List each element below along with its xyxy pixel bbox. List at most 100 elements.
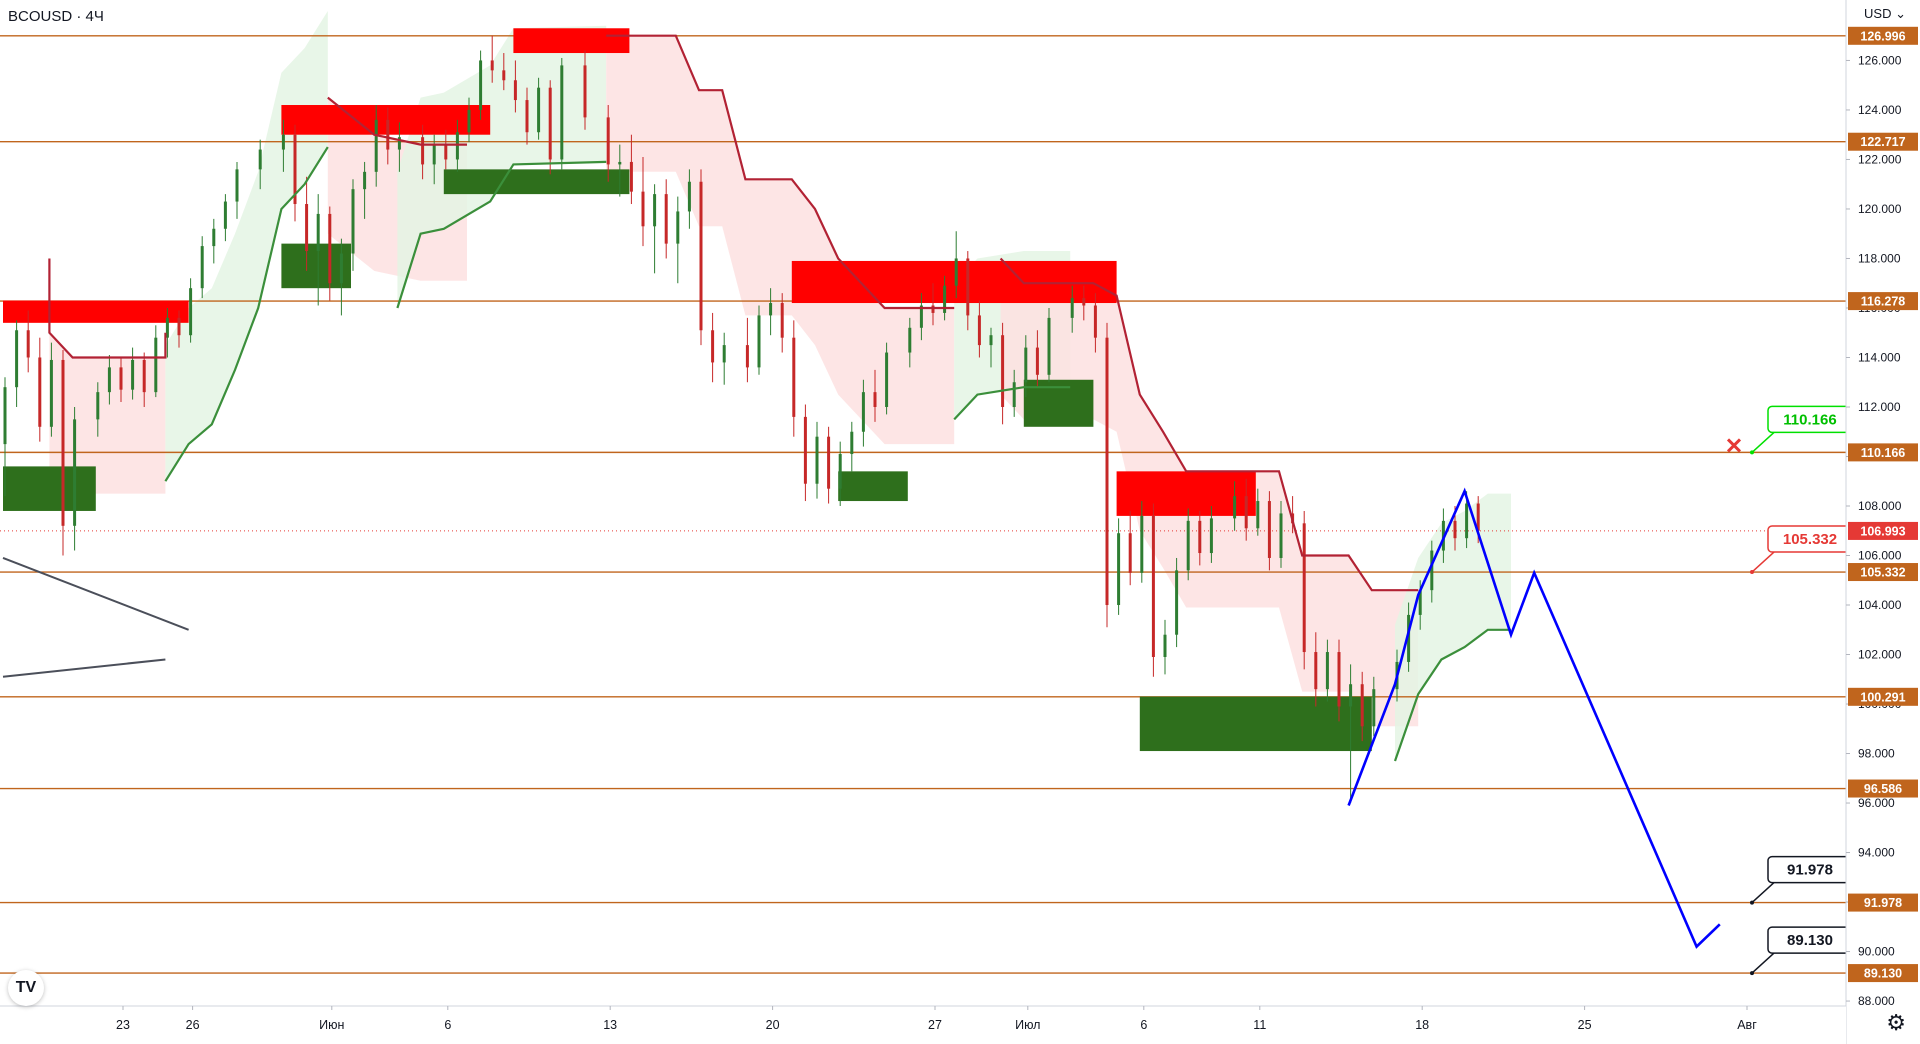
trend-fill-up [1395,493,1511,761]
demand-zone [281,243,351,289]
candle-body [1140,515,1144,573]
candle-body [1093,305,1097,338]
candle-body [1267,501,1271,558]
candle-body [1082,298,1086,306]
projection-path[interactable] [1347,487,1721,949]
demand-zone [838,471,908,502]
candle-body [537,87,541,133]
supertrend-down [999,257,1419,592]
supertrend-up [953,386,1071,421]
candle-body [977,315,981,346]
candle-body [583,65,587,118]
x-tick-label: 6 [1140,1018,1147,1032]
callout-pointer [1751,952,1775,974]
callout-pointer [1751,431,1775,453]
candle-body [513,80,517,101]
currency-selector[interactable]: USD ⌄ [1864,6,1906,22]
candle-body [1047,317,1051,375]
current-price-label: 106.993 [1860,524,1905,538]
candle-body [1372,689,1376,727]
candle-body [1233,496,1237,519]
level-price-tag [1848,687,1918,706]
candle-body [502,70,506,81]
supertrend-down [606,34,955,310]
candle-body [618,161,622,165]
candle-body [1198,520,1202,554]
y-tick-label: 102.000 [1858,648,1902,662]
candle-body [769,303,773,316]
candle-body [1453,520,1457,539]
candle-body [664,194,668,244]
level-price-tag [1848,779,1918,798]
candle-body [1360,684,1364,727]
y-tick-label: 122.000 [1858,152,1902,166]
close-icon[interactable] [1726,438,1742,453]
candle-body [954,258,958,286]
callout-anchor [1750,900,1754,905]
x-tick-label: 23 [116,1018,130,1032]
candle-body [722,345,726,363]
level-price-label: 91.978 [1864,896,1902,910]
gear-icon[interactable]: ⚙ [1886,1010,1906,1035]
level-price-tag [1848,563,1918,582]
y-tick-label: 112.000 [1858,400,1901,414]
candle-body [687,181,691,212]
trend-fill-up [397,25,607,309]
candle-body [223,201,227,229]
timeframe-label: 4Ч [85,8,104,25]
y-tick-label: 98.000 [1858,747,1895,761]
level-price-label: 122.717 [1860,135,1905,149]
y-tick-label: 106.000 [1858,549,1902,563]
candle-body [1117,533,1121,606]
candle-body [1163,634,1167,657]
y-tick-label: 104.000 [1858,598,1902,612]
candle-body [1279,513,1283,558]
y-tick-label: 124.000 [1858,103,1902,117]
supply-zone [791,260,1117,304]
candle-body [421,137,425,165]
candle-body [293,134,297,205]
time-axis[interactable] [0,1006,1846,1044]
trend-fill-down [606,35,955,445]
candle-body [757,315,761,368]
x-tick-label: 18 [1415,1018,1429,1032]
level-price-label: 100.291 [1860,690,1905,704]
chevron-down-icon: ⌄ [1891,6,1906,21]
level-price-label: 89.130 [1864,967,1902,981]
x-tick-label: 26 [186,1018,200,1032]
candle-body [1175,570,1179,635]
x-tick-label: Июл [1015,1018,1040,1032]
candle-body [838,454,842,489]
x-tick-label: 25 [1578,1018,1592,1032]
candle-body [131,359,135,390]
demand-zone [443,169,630,195]
candle-body [815,436,819,484]
trend-line[interactable] [2,557,189,631]
supertrend-up [396,160,607,309]
candle-body [49,359,53,427]
current-price-tag [1848,521,1918,540]
x-tick-label: Июн [319,1018,344,1032]
y-tick-label: 120.000 [1858,202,1902,216]
candle-body [258,149,262,170]
symbol-title[interactable]: BCOUSD · 4Ч [8,8,104,25]
trend-line[interactable] [2,658,166,678]
currency-label: USD [1864,6,1892,21]
symbol-separator: · [72,8,86,25]
level-price-tag [1848,292,1918,311]
candle-body [641,191,645,227]
supertrend-up [1393,628,1511,762]
candle-body [699,181,703,331]
supertrend-up [164,146,329,482]
candle-body [792,337,796,417]
candle-body [966,258,970,316]
candle-body [745,345,749,368]
supertrend-down [327,96,467,146]
candle-body [96,392,100,420]
y-tick-label: 94.000 [1858,846,1895,860]
level-price-tag [1848,26,1918,45]
candle-body [316,213,320,252]
candle-body [363,171,367,190]
tradingview-logo-icon[interactable]: TV [8,970,44,1006]
